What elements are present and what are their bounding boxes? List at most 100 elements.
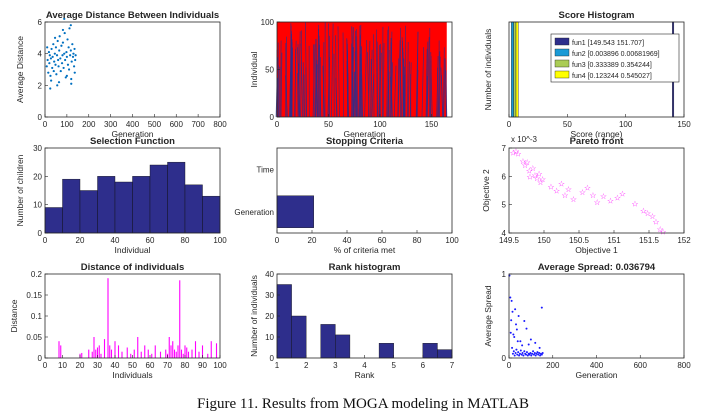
selection-ytick-label: 0 [38,229,43,238]
scorehist-legend-swatch [554,37,570,46]
stopping-title: Stopping Criteria [326,136,404,147]
pareto-point: ☆ [529,164,536,173]
spread-xtick-label: 400 [590,361,604,370]
spread-point [526,354,529,357]
selection-bar [62,178,81,234]
stopping-xtick-label: 20 [308,236,317,245]
avgdist-point [56,39,59,43]
genealogy-lineage-line [421,47,424,118]
avgdist-point [53,36,57,39]
spread-point [534,354,537,357]
distind-plot-area [45,274,220,358]
pareto-panel: ☆☆☆☆☆☆☆☆☆☆☆☆☆☆☆☆☆☆☆☆☆☆☆☆☆ ☆ ☆☆☆☆☆☆☆☆☆149.5… [481,135,691,255]
avgdist-point [60,62,64,65]
distind-xtick-label: 30 [93,361,102,370]
genealogy-lineage-line [355,36,358,118]
rankhist-ytick-label: 0 [270,354,275,363]
genealogy-lineage-line [439,56,441,118]
genealogy-ytick-label: 0 [270,113,275,122]
genealogy-lineage-line [322,42,325,118]
stopping-xtick-label: 80 [413,236,422,245]
genealogy-lineage-line [397,40,401,118]
spread-point [513,336,516,338]
genealogy-ytick-label: 100 [261,18,275,27]
genealogy-lineage-line [297,73,299,118]
selection-bar [44,207,63,234]
scorehist-bar [515,21,519,118]
spread-point [516,340,519,343]
genealogy-lineage-line [312,44,316,118]
spread-point [527,343,530,346]
scorehist-title: Score Histogram [558,10,634,21]
pareto-y-exponent: x 10^-3 [511,135,538,144]
spread-point [522,354,525,357]
pareto-ytick-label: 5 [502,201,507,210]
pareto-point: ☆ [510,148,517,157]
avgdist-point [57,65,60,68]
avgdist-point [55,73,58,76]
spread-point [539,354,542,357]
genealogy-lineage-line [290,42,293,118]
genealogy-lineage-line [393,65,397,118]
distind-ytick-label: 0.1 [31,312,43,321]
spread-point [510,319,513,322]
selection-title: Selection Function [90,136,175,147]
avgdist-point [61,54,64,57]
rankhist-xtick-label: 4 [362,361,367,370]
avgdist-xtick-label: 200 [82,120,96,129]
genealogy-lineage-line [386,29,389,118]
avgdist-point [73,47,76,51]
genealogy-lineage-line [317,28,319,118]
selection-panel: 0 20 40 60 80 100 0 10 20 30 Selection Function Ind… [15,136,227,255]
selection-bar [202,195,221,234]
avgdist-point [51,66,54,70]
pareto-point: ☆ [652,218,659,227]
selection-axes-box [44,147,221,234]
avgdist-point [72,52,75,55]
spread-point [531,352,534,355]
pareto-point: ☆ [539,175,546,184]
genealogy-xtick-label: 100 [373,120,387,129]
genealogy-lineage-line [331,23,334,118]
rankhist-ytick-label: 20 [265,312,274,321]
selection-bar [184,184,203,234]
genealogy-lineage-line [425,48,428,118]
genealogy-lineage-line [376,29,378,118]
pareto-xtick-label: 151.5 [639,236,660,245]
pareto-ytick-label: 6 [502,172,507,181]
genealogy-lineage-line [335,35,337,118]
selection-ytick-label: 30 [33,144,42,153]
scorehist-legend-swatch [554,59,570,68]
rankhist-panel: 1 2 3 4 5 6 7 0 10 20 30 40 Rank histogram Rank Number… [249,262,455,380]
spread-point [521,344,524,347]
spread-point [519,340,522,343]
selection-bar [114,181,133,234]
avgdist-xtick-label: 700 [191,120,205,129]
genealogy-lineage-line [390,42,393,118]
avgdist-point [56,84,59,87]
genealogy-lineage-line [430,61,433,118]
genealogy-lineage-line [364,39,367,118]
spread-point [519,349,522,352]
avgdist-point [58,35,61,38]
scorehist-panel: 0 50 100 150 Score Histogram Score (range) Num… [483,10,691,139]
avgdist-point [59,69,62,73]
avgdist-point [55,54,59,57]
genealogy-lineage-line [352,72,354,118]
pareto-point: ☆ [640,206,647,215]
avgdist-xtick-label: 300 [104,120,118,129]
spread-point [511,346,514,349]
distind-xlabel: Individuals [112,370,152,380]
avgdist-point [49,74,52,77]
scorehist-legend-label: fun1 [149.543 151.707] [572,40,644,47]
avgdist-point [64,58,67,62]
stopping-category-label: Generation [234,208,274,217]
avgdist-point [69,24,72,27]
pareto-xtick-label: 149.5 [499,236,520,245]
scorehist-xtick-label: 50 [563,120,572,129]
avgdist-point [46,58,49,62]
genealogy-lineage-line [346,43,349,118]
spread-point [510,299,513,302]
spread-point [515,328,518,331]
avgdist-xtick-label: 800 [213,120,227,129]
